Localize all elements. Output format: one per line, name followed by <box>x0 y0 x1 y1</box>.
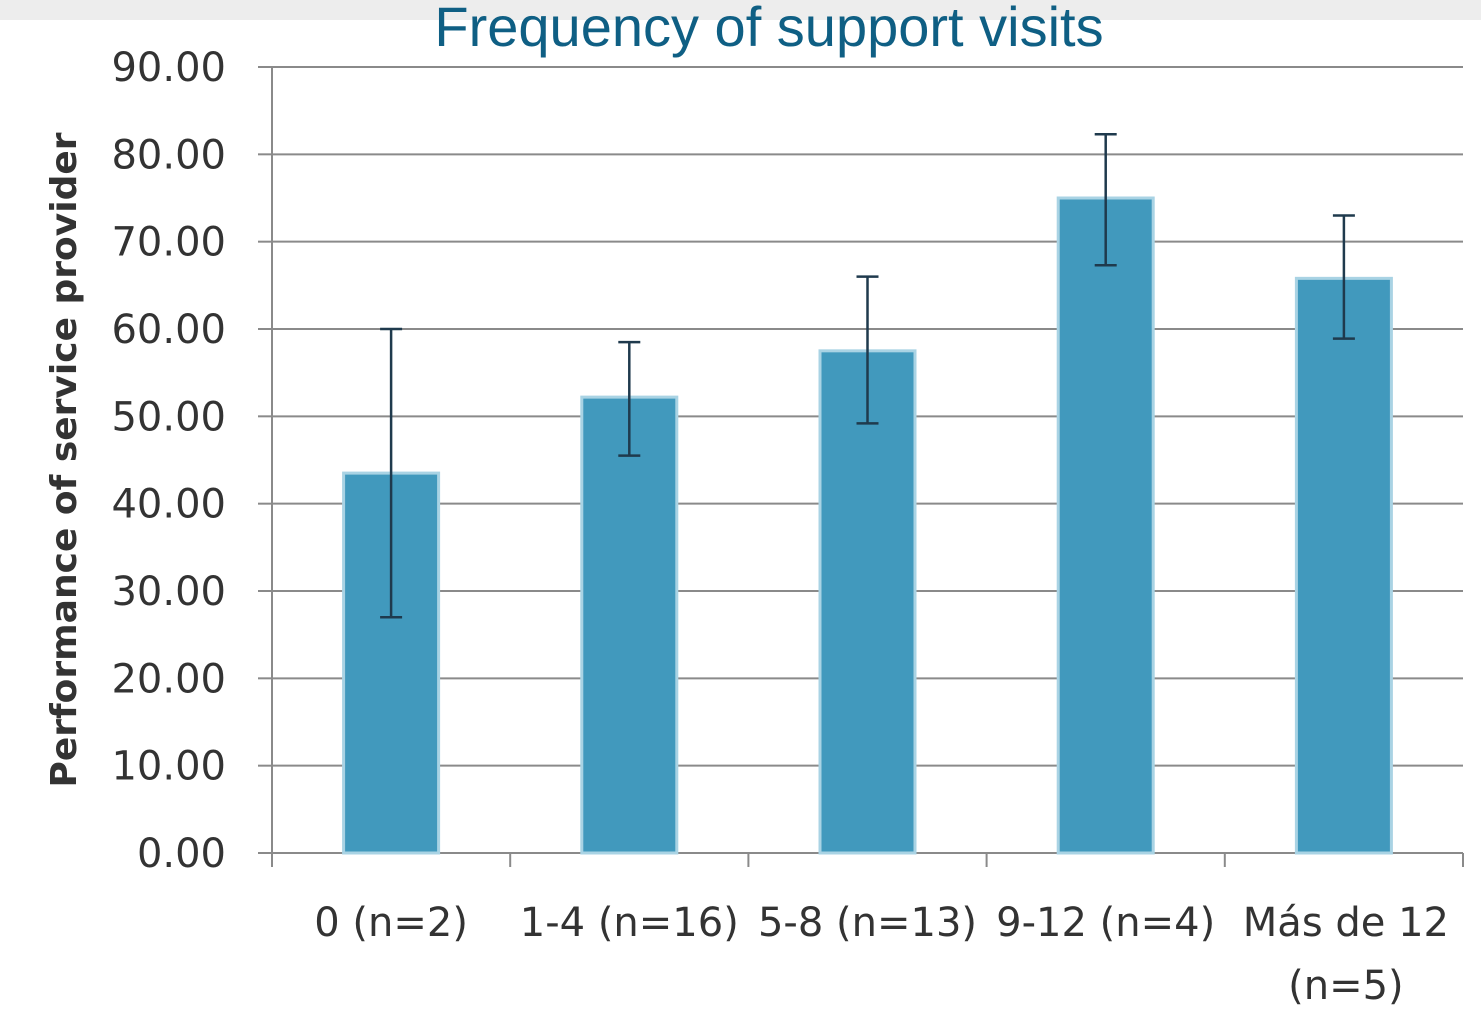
y-axis-title: Performance of service provider <box>44 132 85 787</box>
bar <box>580 395 679 855</box>
y-tick-label: 70.00 <box>111 220 226 266</box>
chart-title: Frequency of support visits <box>434 0 1104 58</box>
x-category-label: 1-4 (n=16) <box>520 900 739 946</box>
y-tick-label: 10.00 <box>111 744 226 790</box>
bar <box>818 349 917 855</box>
x-category-label: 9-12 (n=4) <box>996 900 1215 946</box>
y-tick-label: 80.00 <box>111 132 226 178</box>
x-category-label: 0 (n=2) <box>314 900 468 946</box>
x-category-label: (n=5) <box>1288 963 1404 1009</box>
y-tick-label: 90.00 <box>111 45 226 91</box>
y-tick-label: 50.00 <box>111 394 226 440</box>
bar <box>1294 276 1393 855</box>
y-tick-label: 40.00 <box>111 482 226 528</box>
bar <box>1056 196 1155 855</box>
y-tick-label: 0.00 <box>137 831 226 877</box>
y-tick-label: 30.00 <box>111 569 226 615</box>
x-category-label: Más de 12 <box>1243 900 1449 946</box>
top-strip <box>0 0 1481 20</box>
y-tick-label: 60.00 <box>111 307 226 353</box>
x-category-label: 5-8 (n=13) <box>758 900 977 946</box>
y-tick-label: 20.00 <box>111 656 226 702</box>
